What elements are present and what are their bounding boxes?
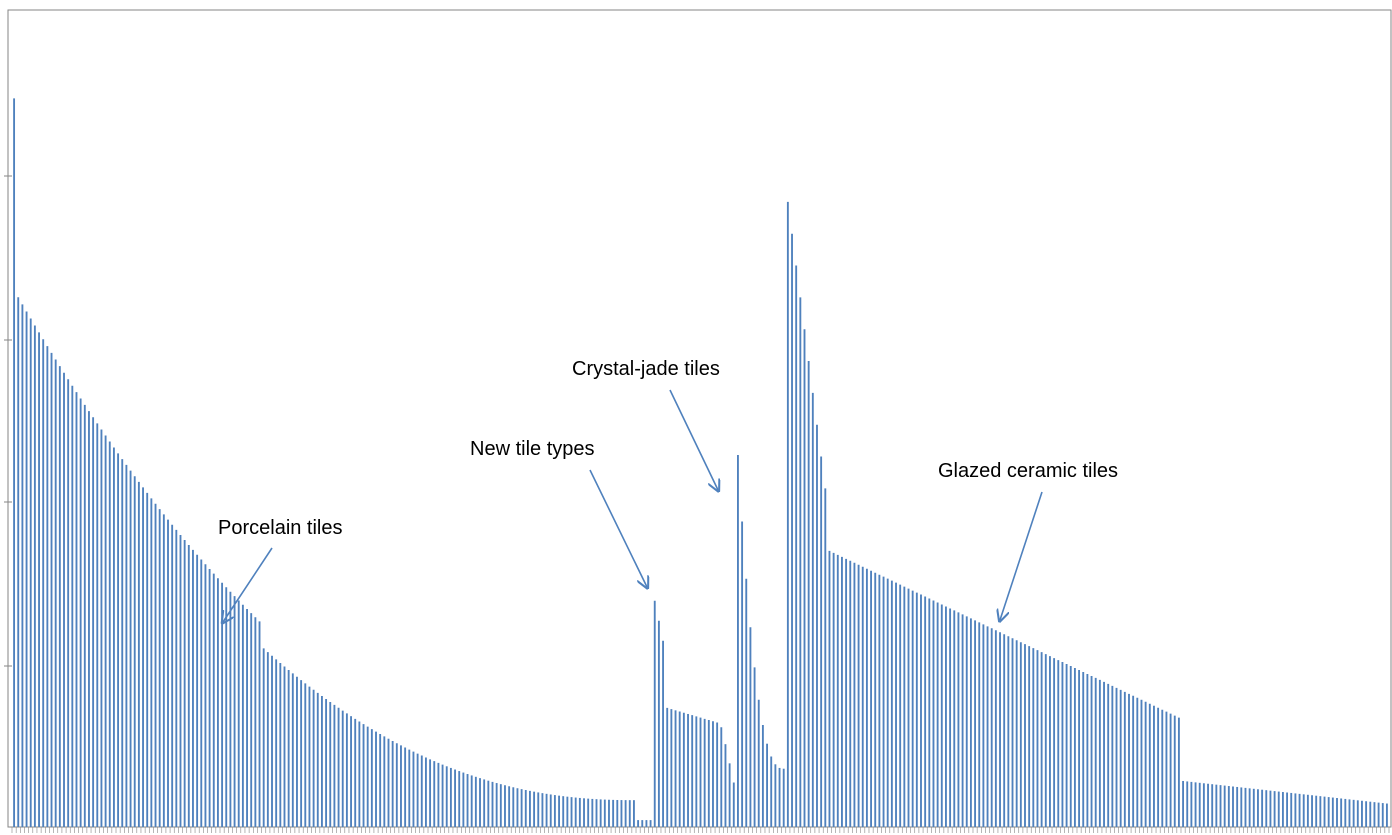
annotation-label-newtypes: New tile types bbox=[470, 438, 595, 460]
annotations-layer: Porcelain tiles New tile types Crystal-jad… bbox=[218, 358, 1118, 622]
annotation-arrow-porcelain bbox=[223, 547, 273, 622]
annotation-label-glazed: Glazed ceramic tiles bbox=[938, 460, 1118, 482]
annotation-arrow-glazed bbox=[1000, 491, 1043, 620]
annotation-label-porcelain: Porcelain tiles bbox=[218, 517, 343, 539]
annotation-label-crystal: Crystal-jade tiles bbox=[572, 358, 720, 380]
plot-border bbox=[7, 9, 1392, 828]
annotation-arrow-crystal bbox=[669, 389, 718, 490]
axis-layer bbox=[4, 175, 1390, 833]
annotation-arrow-newtypes bbox=[589, 469, 647, 587]
bars-layer bbox=[13, 98, 1388, 827]
